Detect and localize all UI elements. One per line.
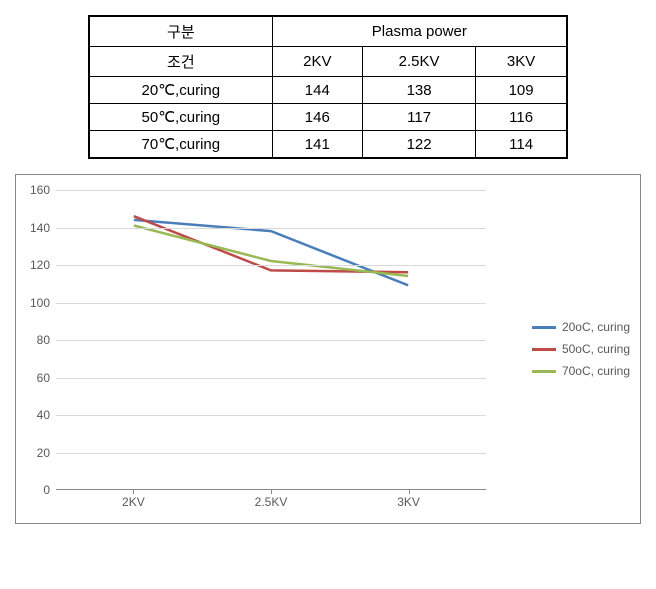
table-cell: 109 bbox=[476, 77, 567, 104]
chart-ylabel: 60 bbox=[37, 371, 50, 385]
table-col-0: 2KV bbox=[272, 47, 362, 77]
table-header-group: Plasma power bbox=[272, 16, 567, 47]
chart-ylabel: 40 bbox=[37, 408, 50, 422]
legend-label: 70oC, curing bbox=[562, 364, 630, 378]
chart-ylabel: 100 bbox=[30, 296, 50, 310]
table-row: 50℃,curing 146 117 116 bbox=[89, 104, 567, 131]
table-cell: 146 bbox=[272, 104, 362, 131]
legend-item: 50oC, curing bbox=[532, 342, 630, 356]
legend-swatch bbox=[532, 348, 556, 351]
table-header-category: 구분 bbox=[89, 16, 272, 47]
table-col-2: 3KV bbox=[476, 47, 567, 77]
chart-xlabel: 3KV bbox=[397, 495, 420, 509]
table-cell: 138 bbox=[362, 77, 475, 104]
legend-label: 50oC, curing bbox=[562, 342, 630, 356]
chart-ylabel: 80 bbox=[37, 333, 50, 347]
legend-label: 20oC, curing bbox=[562, 320, 630, 334]
chart-xtick bbox=[133, 489, 134, 494]
line-chart: 0204060801001201401602KV2.5KV3KV 20oC, c… bbox=[15, 174, 641, 524]
chart-gridline bbox=[56, 415, 486, 416]
chart-xtick bbox=[271, 489, 272, 494]
table-cell: 122 bbox=[362, 131, 475, 159]
legend-item: 20oC, curing bbox=[532, 320, 630, 334]
table-cell: 144 bbox=[272, 77, 362, 104]
data-table: 구분 Plasma power 조건 2KV 2.5KV 3KV 20℃,cur… bbox=[88, 15, 568, 159]
chart-series-line bbox=[134, 220, 408, 285]
chart-xlabel: 2.5KV bbox=[255, 495, 288, 509]
table-header-row-1: 구분 Plasma power bbox=[89, 16, 567, 47]
table-header-condition: 조건 bbox=[89, 47, 272, 77]
chart-ylabel: 160 bbox=[30, 183, 50, 197]
chart-ylabel: 140 bbox=[30, 221, 50, 235]
chart-ylabel: 20 bbox=[37, 446, 50, 460]
table-cell: 114 bbox=[476, 131, 567, 159]
chart-xtick bbox=[409, 489, 410, 494]
legend-swatch bbox=[532, 326, 556, 329]
figure-container: 구분 Plasma power 조건 2KV 2.5KV 3KV 20℃,cur… bbox=[15, 15, 641, 524]
table-row-label: 20℃,curing bbox=[89, 77, 272, 104]
chart-gridline bbox=[56, 265, 486, 266]
chart-gridline bbox=[56, 340, 486, 341]
chart-xlabel: 2KV bbox=[122, 495, 145, 509]
table-header-row-2: 조건 2KV 2.5KV 3KV bbox=[89, 47, 567, 77]
plot-area: 0204060801001201401602KV2.5KV3KV bbox=[56, 190, 486, 490]
chart-gridline bbox=[56, 303, 486, 304]
table-row-label: 70℃,curing bbox=[89, 131, 272, 159]
table-cell: 117 bbox=[362, 104, 475, 131]
chart-gridline bbox=[56, 190, 486, 191]
chart-series-line bbox=[134, 216, 408, 272]
chart-gridline bbox=[56, 453, 486, 454]
table-col-1: 2.5KV bbox=[362, 47, 475, 77]
table-cell: 141 bbox=[272, 131, 362, 159]
table-row: 70℃,curing 141 122 114 bbox=[89, 131, 567, 159]
chart-gridline bbox=[56, 228, 486, 229]
table-row-label: 50℃,curing bbox=[89, 104, 272, 131]
chart-ylabel: 120 bbox=[30, 258, 50, 272]
legend-item: 70oC, curing bbox=[532, 364, 630, 378]
legend-swatch bbox=[532, 370, 556, 373]
table-row: 20℃,curing 144 138 109 bbox=[89, 77, 567, 104]
chart-ylabel: 0 bbox=[43, 483, 50, 497]
table-cell: 116 bbox=[476, 104, 567, 131]
chart-gridline bbox=[56, 378, 486, 379]
chart-legend: 20oC, curing 50oC, curing 70oC, curing bbox=[532, 312, 630, 386]
